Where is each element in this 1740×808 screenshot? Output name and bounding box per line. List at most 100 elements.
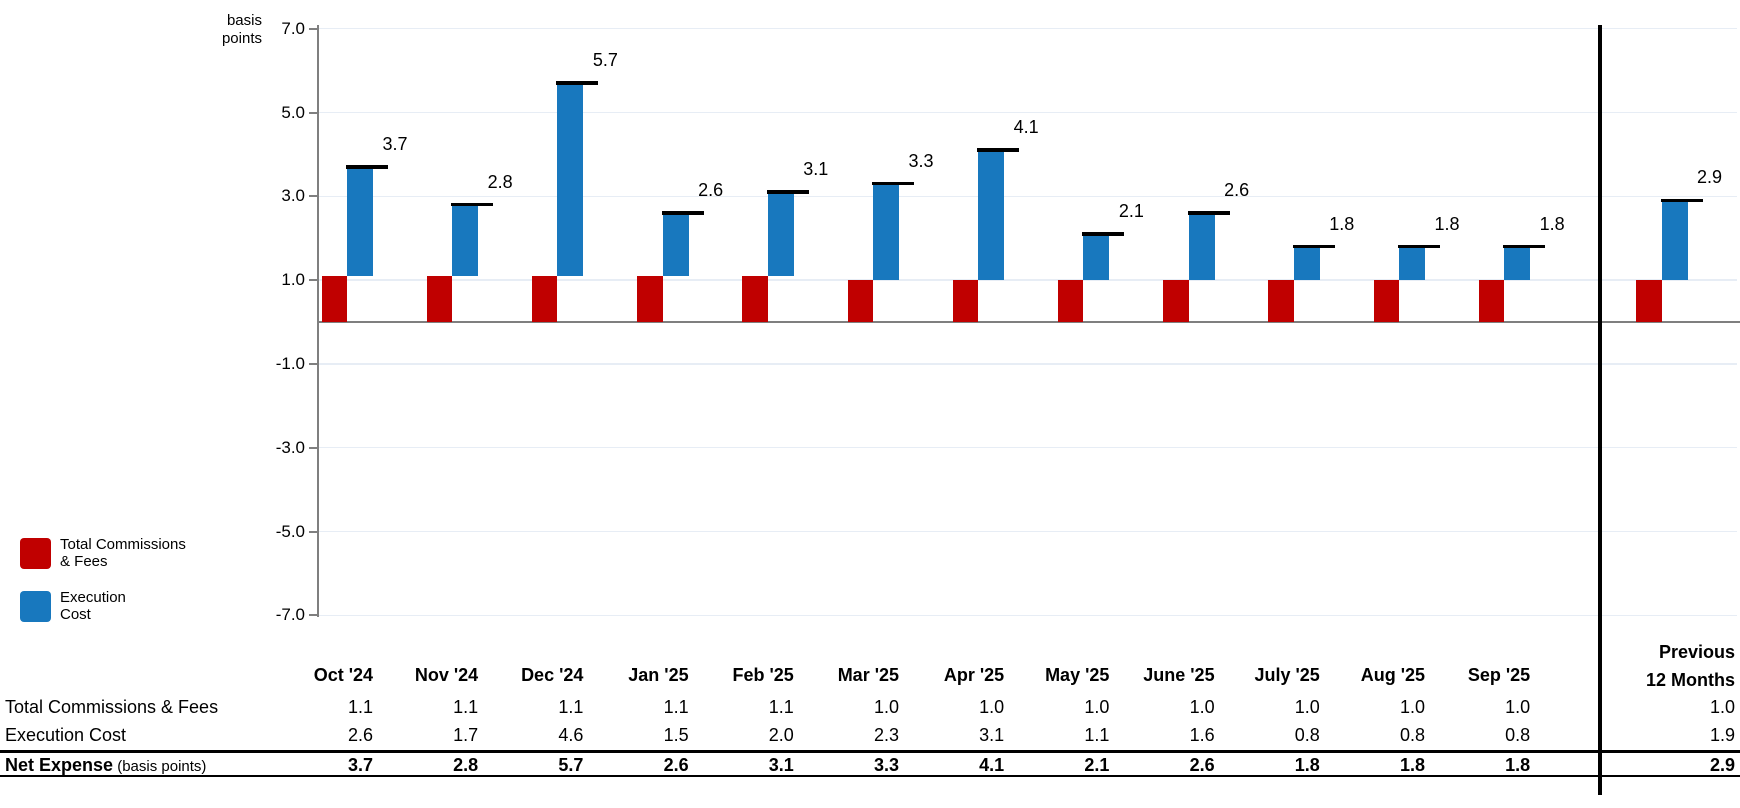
net-expense-marker xyxy=(1398,244,1440,249)
table-cell: 2.0 xyxy=(768,725,794,745)
execution-bar xyxy=(1661,200,1688,281)
table-cell: 1.0 xyxy=(1399,697,1425,717)
table-cell-previous: 1.0 xyxy=(1709,697,1735,717)
net-expense-top-rule xyxy=(0,750,1740,753)
table-cell: 1.8 xyxy=(1505,755,1531,775)
gridline xyxy=(319,195,1737,198)
prev-column-header: Previous 12 Months xyxy=(1575,638,1735,694)
table-cell: 2.6 xyxy=(663,755,689,775)
table-cell: 2.1 xyxy=(1084,755,1110,775)
gridline xyxy=(319,279,1737,281)
commissions-bar xyxy=(426,275,453,322)
commissions-bar xyxy=(1163,280,1189,322)
net-expense-data-label: 1.8 xyxy=(1329,213,1355,234)
table-cell: 0.8 xyxy=(1294,725,1320,745)
net-expense-data-label: 1.8 xyxy=(1539,213,1565,234)
net-expense-data-label: 1.8 xyxy=(1434,213,1460,234)
table-month-header: Sep '25 xyxy=(1467,665,1531,685)
table-month-header: Dec '24 xyxy=(521,665,584,685)
net-expense-marker xyxy=(872,181,914,186)
table-month-header: Nov '24 xyxy=(414,665,479,685)
table-cell: 3.3 xyxy=(873,755,899,775)
y-axis-unit-line1: basis xyxy=(226,12,262,29)
execution-bar xyxy=(1188,213,1215,281)
net-expense-marker xyxy=(977,148,1020,152)
table-cell: 1.1 xyxy=(453,697,479,717)
y-tick-label: 5.0 xyxy=(281,102,305,122)
y-tick-mark xyxy=(309,362,317,365)
y-axis-unit-line2: points xyxy=(221,30,262,47)
commissions-bar xyxy=(742,275,768,322)
net-expense-bottom-rule xyxy=(0,774,1740,777)
execution-bar xyxy=(1399,246,1425,281)
table-cell: 1.0 xyxy=(979,697,1005,717)
table-cell: 1.5 xyxy=(663,725,689,745)
prev-column-header-line1: Previous xyxy=(1658,642,1735,662)
net-expense-data-label: 2.6 xyxy=(698,180,724,201)
table-cell: 1.0 xyxy=(1505,697,1531,717)
commissions-bar xyxy=(1373,280,1399,322)
execution-legend-label: Execution Cost xyxy=(60,589,280,623)
table-cell: 2.3 xyxy=(873,725,899,745)
gridline xyxy=(319,614,1737,617)
execution-bar xyxy=(452,204,479,276)
execution-bar xyxy=(1504,246,1531,281)
table-cell: 0.8 xyxy=(1505,725,1531,745)
y-axis-unit-label: basis points xyxy=(130,12,262,48)
table-cell: 1.0 xyxy=(1189,697,1215,717)
commissions-bar xyxy=(1478,280,1505,322)
execution-bar xyxy=(767,192,794,276)
y-tick-label: 1.0 xyxy=(281,270,305,290)
gridline xyxy=(319,27,1737,30)
x-axis-zero-line xyxy=(317,321,1740,323)
table-cell: 1.0 xyxy=(1294,697,1320,717)
table-month-header: Jan '25 xyxy=(628,665,689,685)
y-tick-label: -1.0 xyxy=(275,353,305,373)
table-cell: 1.7 xyxy=(453,725,479,745)
y-tick-label: 7.0 xyxy=(281,18,305,38)
commissions-bar xyxy=(1268,280,1294,322)
net-expense-data-label: 3.3 xyxy=(908,150,934,171)
net-expense-marker xyxy=(1503,244,1546,249)
execution-bar xyxy=(873,183,899,281)
table-month-header: Apr '25 xyxy=(943,665,1005,685)
table-cell: 4.6 xyxy=(558,725,584,745)
previous-period-separator-line xyxy=(1598,25,1602,795)
y-tick-label: -3.0 xyxy=(275,437,305,457)
table-cell: 1.6 xyxy=(1189,725,1215,745)
table-month-header: Feb '25 xyxy=(732,665,794,685)
table-cell: 0.8 xyxy=(1399,725,1425,745)
table-month-header: Oct '24 xyxy=(313,665,373,685)
y-tick-mark xyxy=(309,111,317,114)
y-tick-mark xyxy=(309,530,317,533)
commissions-bar xyxy=(1057,280,1084,322)
table-cell-previous: 2.9 xyxy=(1709,755,1735,775)
y-tick-label: -7.0 xyxy=(275,605,305,625)
gridline xyxy=(319,111,1737,114)
net-expense-marker xyxy=(1292,244,1335,249)
table-month-header: Aug '25 xyxy=(1360,665,1425,685)
table-cell: 3.1 xyxy=(979,725,1005,745)
table-cell: 4.1 xyxy=(979,755,1005,775)
net-expense-data-label: 2.6 xyxy=(1224,180,1250,201)
prev-column-header-line2: 12 Months xyxy=(1645,670,1735,690)
net-expense-data-label: 3.7 xyxy=(382,133,408,154)
table-cell: 1.1 xyxy=(663,697,689,717)
execution-bar xyxy=(347,166,373,276)
net-expense-marker xyxy=(1082,232,1125,236)
y-tick-label: -5.0 xyxy=(275,521,305,541)
table-cell: 3.1 xyxy=(768,755,794,775)
table-month-header: Mar '25 xyxy=(837,665,899,685)
commissions-bar xyxy=(637,275,663,322)
net-expense-marker xyxy=(766,190,809,194)
net-expense-data-label: 5.7 xyxy=(592,50,618,71)
execution-bar xyxy=(662,213,689,276)
y-tick-mark xyxy=(309,446,317,449)
table-month-header: May '25 xyxy=(1045,665,1110,685)
table-row-label: Total Commissions & Fees xyxy=(5,697,219,717)
commissions-bar xyxy=(847,280,873,322)
net-expense-marker xyxy=(451,202,494,207)
table-cell: 1.1 xyxy=(768,697,794,717)
table-row-label: Execution Cost xyxy=(5,725,127,745)
net-expense-marker xyxy=(1660,198,1703,203)
